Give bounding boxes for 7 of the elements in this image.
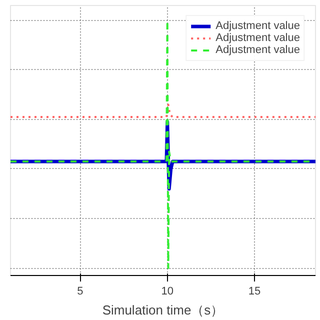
- x-tick-label: 10: [161, 286, 174, 298]
- x-axis-title: Simulation time（s）: [102, 302, 224, 318]
- x-tick-label: 15: [248, 286, 261, 298]
- legend-label: Adjustment value: [216, 20, 300, 32]
- x-tick-label: 5: [77, 286, 84, 298]
- legend-label: Adjustment value: [216, 32, 300, 44]
- legend-label: Adjustment value: [216, 44, 300, 56]
